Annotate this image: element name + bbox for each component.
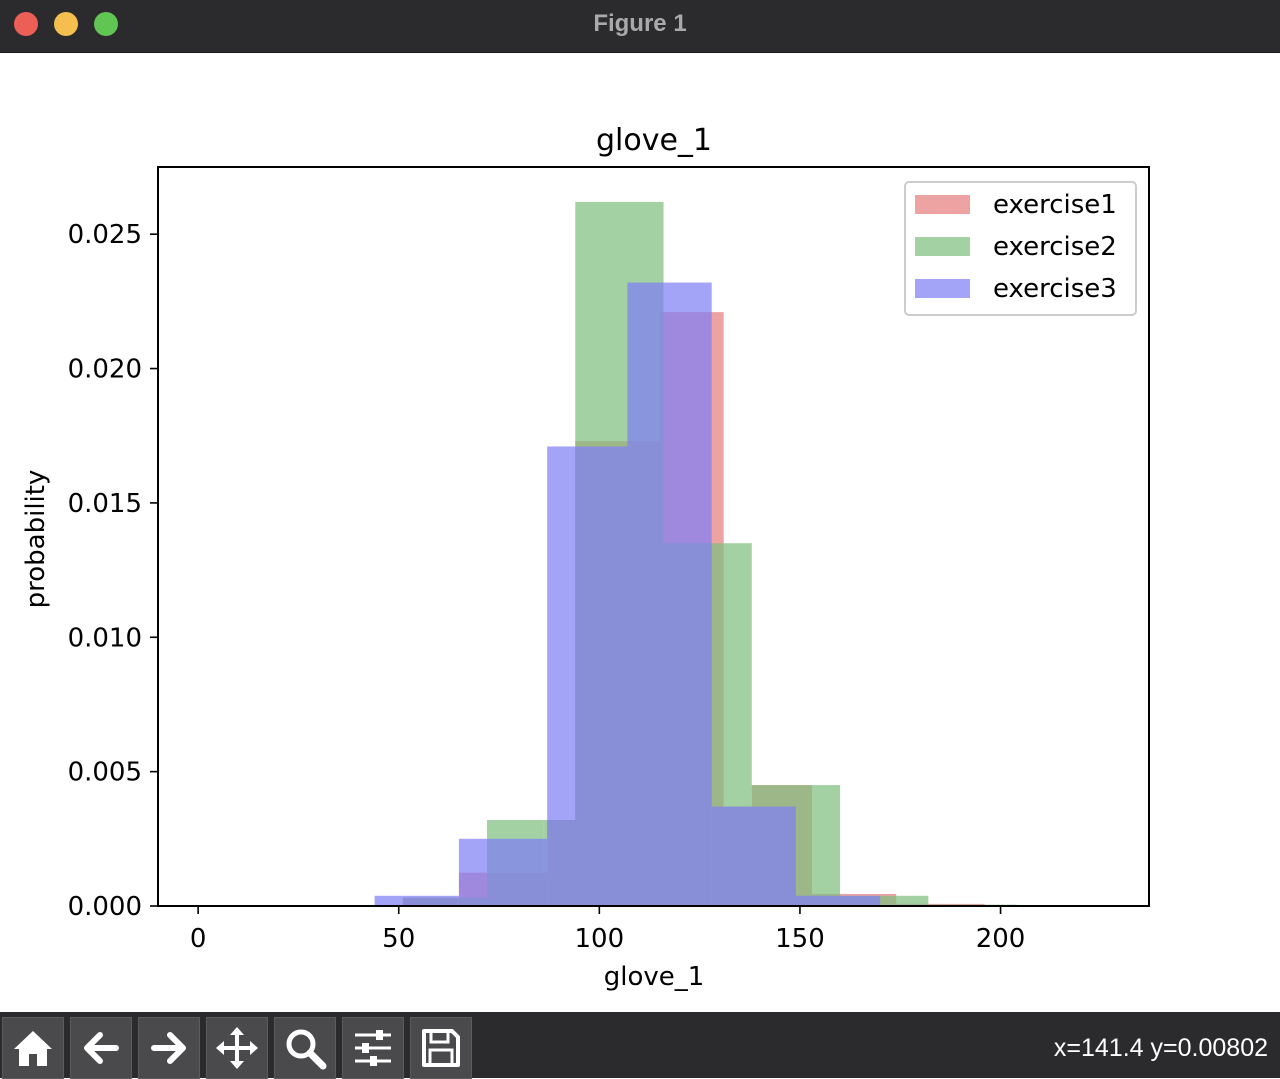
- minimize-window-button[interactable]: [54, 12, 78, 36]
- x-tick-label: 100: [575, 924, 625, 954]
- forward-button[interactable]: [138, 1017, 200, 1079]
- y-tick-label: 0.020: [68, 355, 142, 385]
- legend-label-exercise3: exercise3: [993, 274, 1117, 304]
- magnifier-icon: [286, 1029, 327, 1070]
- legend-swatch-exercise3: [915, 279, 970, 298]
- close-window-button[interactable]: [14, 12, 38, 36]
- legend-label-exercise1: exercise1: [993, 190, 1117, 220]
- move-icon: [216, 1027, 258, 1069]
- bar-exercise3-1: [402, 895, 459, 906]
- legend-swatch-exercise2: [915, 237, 970, 256]
- save-button[interactable]: [410, 1017, 472, 1079]
- x-axis-ticks: 0 50 100 150 200: [190, 906, 1026, 954]
- window-title: Figure 1: [593, 10, 687, 37]
- y-tick-label: 0.000: [68, 892, 142, 922]
- bar-exercise3-2: [458, 838, 548, 906]
- x-tick-label: 150: [775, 924, 825, 954]
- configure-subplots-button[interactable]: [342, 1017, 404, 1079]
- zoom-window-button[interactable]: [94, 12, 118, 36]
- legend-swatch-exercise1: [915, 195, 970, 214]
- arrow-right-icon: [151, 1032, 186, 1064]
- y-axis-ticks: 0.000 0.005 0.010 0.015 0.020 0.025: [68, 220, 158, 922]
- chart-title: glove_1: [596, 123, 712, 158]
- bar-exercise2-6: [840, 895, 929, 906]
- navigation-toolbar: [0, 1012, 1280, 1079]
- bar-exercise3-4: [627, 282, 712, 906]
- cursor-coordinates: x=141.4 y=0.00802: [1053, 1034, 1268, 1062]
- series-exercise3: [374, 282, 881, 906]
- sliders-icon: [355, 1030, 391, 1066]
- legend: exercise1 exercise2 exercise3: [904, 181, 1137, 316]
- window-titlebar: Figure 1: [0, 0, 1280, 53]
- zoom-button[interactable]: [274, 1017, 336, 1079]
- home-icon: [14, 1031, 52, 1066]
- pan-button[interactable]: [206, 1017, 268, 1079]
- histogram-chart: glove_1 0 50 100 150 200 0.000 0.005 0.010 0.01…: [21, 123, 1150, 992]
- x-tick-label: 0: [190, 924, 207, 954]
- y-tick-label: 0.025: [68, 220, 142, 250]
- bar-exercise3-5: [711, 806, 796, 906]
- x-axis-label: glove_1: [604, 962, 705, 992]
- histogram-bars: [374, 201, 1017, 906]
- arrow-left-icon: [84, 1032, 119, 1064]
- floppy-disk-icon: [422, 1029, 460, 1067]
- x-tick-label: 200: [976, 924, 1026, 954]
- x-tick-label: 50: [382, 924, 415, 954]
- y-tick-label: 0.010: [68, 623, 142, 653]
- bar-exercise3-6: [795, 895, 881, 906]
- plot-frame: [157, 166, 1150, 907]
- y-tick-label: 0.015: [68, 489, 142, 519]
- home-button[interactable]: [2, 1017, 64, 1079]
- bar-exercise3-3: [547, 446, 628, 906]
- figure-canvas[interactable]: glove_1 0 50 100 150 200 0.000 0.005 0.010 0.01…: [0, 53, 1280, 1012]
- legend-label-exercise2: exercise2: [993, 232, 1117, 262]
- y-axis-label: probability: [21, 470, 51, 609]
- back-button[interactable]: [70, 1017, 132, 1079]
- bar-exercise3-0: [374, 895, 403, 906]
- y-tick-label: 0.005: [68, 758, 142, 788]
